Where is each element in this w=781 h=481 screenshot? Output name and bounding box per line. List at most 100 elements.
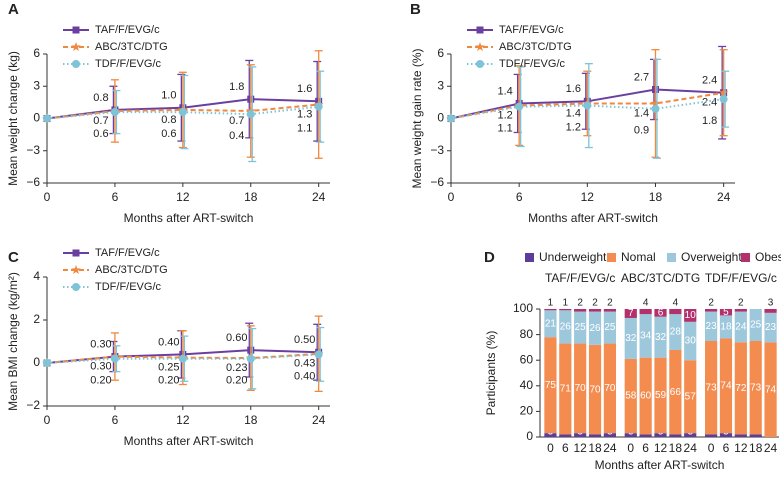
data-label: 0.23 (226, 362, 247, 374)
bar-segment (603, 309, 616, 312)
bar-segment (588, 309, 602, 312)
legend-marker (72, 249, 80, 257)
data-label: 25 (604, 322, 616, 333)
bar-segment (764, 342, 777, 437)
x-axis-label: Months after ART-switch (124, 211, 254, 225)
data-label: 26 (560, 322, 572, 333)
legend-marker (71, 265, 81, 274)
bar-segment (734, 342, 747, 435)
data-label: 74 (720, 380, 732, 391)
y-tick-label: 3 (33, 78, 40, 92)
y-tick-label: 100 (513, 301, 533, 315)
x-tick-label: 12 (654, 441, 668, 455)
data-label: 7 (628, 308, 634, 319)
data-label: 0.6 (93, 128, 108, 140)
data-label: 5 (723, 307, 729, 318)
data-label: 0.30 (90, 360, 111, 372)
x-tick-label: 24 (312, 413, 326, 427)
marker (314, 350, 323, 359)
bar-segment (684, 360, 697, 434)
y-tick-label: −2 (26, 398, 40, 412)
y-tick-label: 20 (520, 404, 534, 418)
data-label: 70 (575, 383, 587, 394)
legend-label: TAF/F/EVG/c (499, 24, 564, 36)
data-label: 2 (607, 298, 613, 309)
y-tick-label: −6 (430, 175, 444, 189)
bar-segment (749, 434, 762, 437)
y-tick-label: −6 (26, 175, 40, 189)
y-tick-label: 0 (33, 355, 40, 369)
legend-swatch (667, 253, 676, 262)
data-label: 2.4 (702, 75, 717, 87)
data-label: 26 (589, 323, 601, 334)
x-tick-label: 24 (684, 441, 698, 455)
x-tick-label: 24 (717, 190, 731, 204)
y-axis-label: Participants (%) (484, 331, 498, 416)
series-line (46, 353, 319, 364)
bar-segment (574, 433, 587, 437)
y-tick-label: 80 (520, 327, 534, 341)
bar-segment (654, 357, 667, 434)
bar-segment (749, 341, 762, 435)
data-label: 0.7 (93, 115, 108, 127)
legend-label: Obese (755, 250, 781, 264)
bar-segment (684, 309, 697, 322)
bar-segment (639, 434, 652, 437)
bar-segment (654, 316, 667, 358)
legend-swatch (525, 253, 534, 262)
bar-segment (669, 349, 682, 435)
bar-segment (705, 309, 718, 312)
data-label: 24 (735, 322, 747, 333)
data-label: 1 (563, 298, 569, 309)
data-label: 18 (720, 322, 732, 333)
bar-segment (559, 343, 572, 435)
bar-segment (669, 309, 682, 315)
x-axis-label: Months after ART-switch (595, 458, 725, 472)
legend-label: TDF/F/EVG/c (95, 58, 162, 70)
bar-segment (624, 309, 637, 318)
data-label: 1.4 (498, 85, 513, 97)
marker (650, 98, 661, 108)
x-tick-label: 0 (448, 190, 455, 204)
y-tick-label: 3 (437, 78, 444, 92)
marker (718, 87, 729, 97)
bar-segment (559, 309, 572, 311)
data-label: 32 (625, 333, 637, 344)
panel-title: C (8, 249, 19, 266)
data-label: 0.20 (158, 375, 179, 387)
y-tick-label: 0 (33, 111, 40, 125)
data-label: 60 (640, 391, 652, 402)
x-tick-label: 0 (44, 190, 51, 204)
data-label: 70 (604, 383, 616, 394)
x-axis-label: Months after ART-switch (528, 211, 658, 225)
legend-swatch (607, 253, 616, 262)
bar-segment (639, 357, 652, 435)
marker (719, 95, 728, 104)
bar-segment (603, 311, 616, 344)
bar-segment (559, 310, 572, 344)
data-label: 0.20 (90, 375, 111, 387)
y-axis-label: Mean weight change (kg) (6, 51, 20, 186)
data-label: 0.7 (229, 115, 244, 127)
x-tick-label: 0 (627, 441, 634, 455)
bar-segment (719, 309, 733, 316)
y-tick-label: −3 (430, 143, 444, 157)
bar-segment (719, 315, 733, 339)
data-label: 74 (765, 384, 777, 395)
x-tick-label: 6 (516, 190, 523, 204)
marker (447, 114, 455, 123)
bar-segment (639, 314, 652, 358)
legend-label: TAF/F/EVG/c (95, 247, 160, 259)
data-label: 28 (670, 327, 682, 338)
panel-title: D (484, 249, 495, 266)
y-axis-label: Mean weight gain rate (%) (410, 48, 424, 188)
data-label: 0.9 (634, 125, 649, 137)
legend-label: TDF/F/EVG/c (95, 281, 162, 293)
x-tick-label: 18 (669, 441, 683, 455)
marker (43, 114, 51, 123)
data-label: 2 (708, 298, 714, 309)
y-tick-label: 4 (33, 269, 40, 283)
data-label: 0.8 (93, 92, 108, 104)
data-label: 23 (706, 321, 718, 332)
